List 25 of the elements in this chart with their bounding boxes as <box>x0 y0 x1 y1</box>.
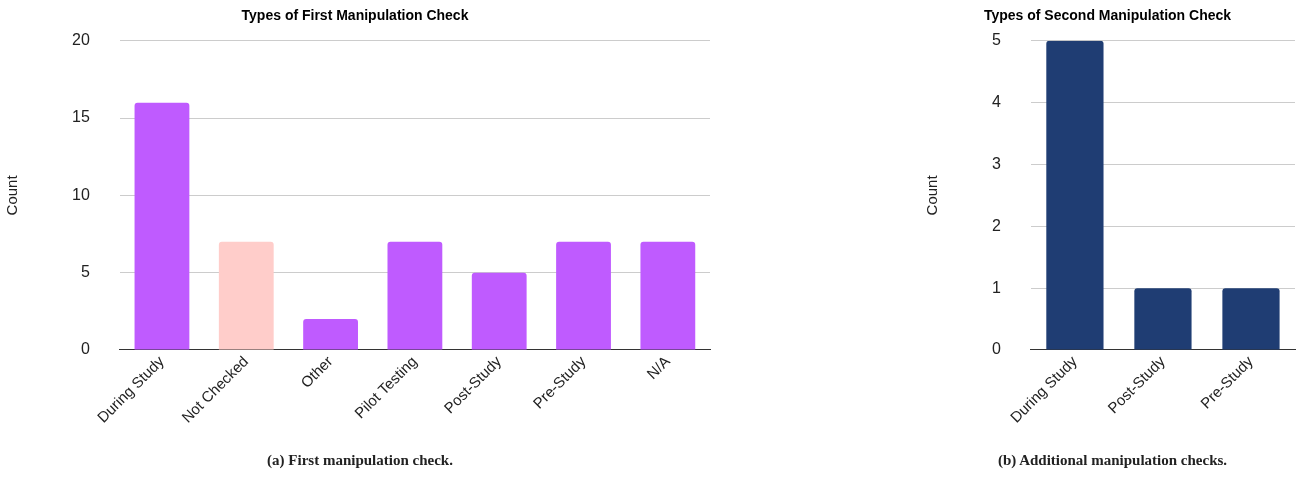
y-tick-label: 0 <box>80 340 90 358</box>
y-tick-label: 4 <box>991 93 1001 111</box>
bar <box>218 241 274 350</box>
y-tick-label: 5 <box>80 263 90 281</box>
y-tick-label: 20 <box>72 31 90 49</box>
text: (b) Additional manipulation checks. <box>996 452 1229 469</box>
bar <box>387 241 443 350</box>
bar <box>640 241 696 350</box>
y-tick-label: 5 <box>991 31 1001 49</box>
y-axis-title: Count <box>3 174 21 216</box>
bar <box>471 272 527 350</box>
bar <box>134 102 190 350</box>
y-tick-label: 0 <box>991 340 1001 358</box>
y-tick-label: 15 <box>72 108 90 126</box>
y-axis-title: Count <box>923 174 941 216</box>
y-tick-label: 3 <box>991 154 1001 172</box>
chart-title: Types of First Manipulation Check <box>241 7 469 24</box>
y-tick-label: 10 <box>72 185 90 203</box>
text: (a) First manipulation check. <box>266 452 454 469</box>
chart-title: Types of Second Manipulation Check <box>983 7 1232 24</box>
y-tick-label: 2 <box>991 216 1001 234</box>
bar <box>303 319 358 350</box>
y-tick-label: 1 <box>991 278 1001 296</box>
bar <box>556 241 611 350</box>
x-tick-label: N/A <box>643 352 673 383</box>
